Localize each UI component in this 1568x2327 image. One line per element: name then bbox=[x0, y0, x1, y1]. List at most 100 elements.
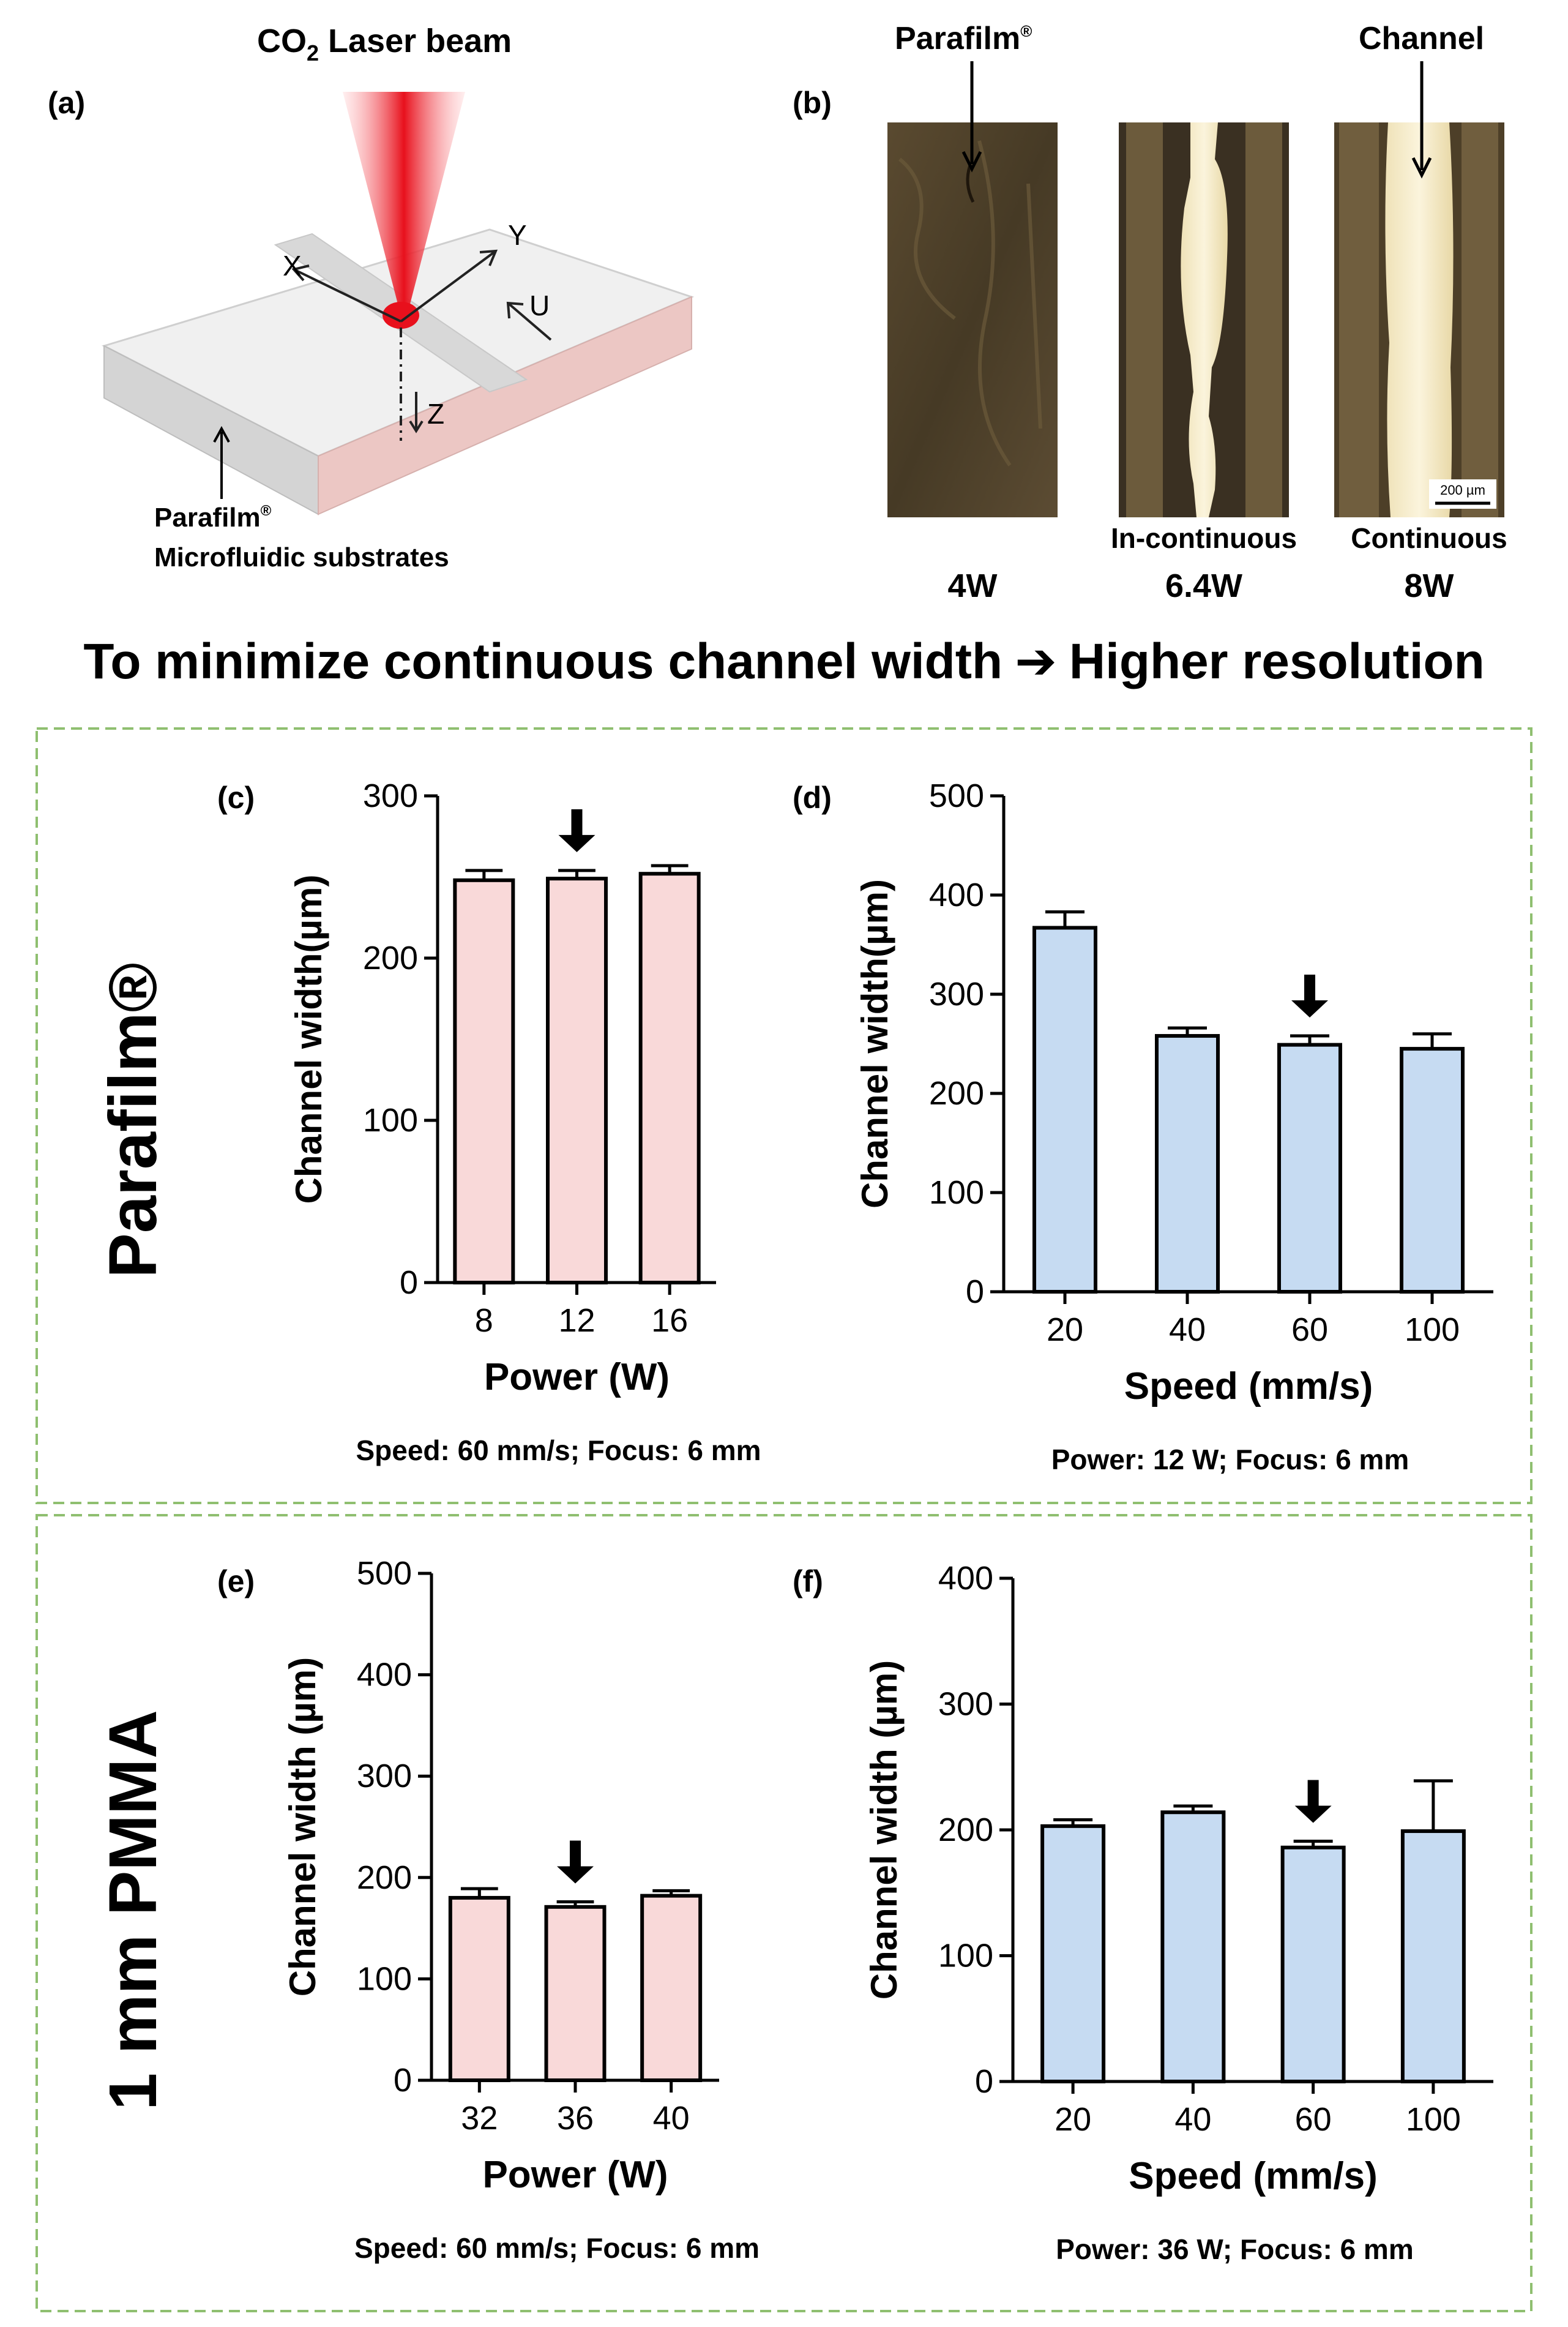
chart-e-x-tick-label: 36 bbox=[557, 2100, 594, 2137]
chart-d-x-tick-label: 60 bbox=[1291, 1311, 1328, 1348]
chart-f-bar bbox=[1040, 1824, 1106, 2083]
micrograph-3-channel bbox=[1385, 122, 1454, 517]
chart-e-x-label: Power (W) bbox=[482, 2154, 668, 2196]
chart-d-x-tick-label: 100 bbox=[1405, 1311, 1460, 1348]
chart-f-selected-arrow bbox=[1294, 1780, 1332, 1823]
headline: To minimize continuous channel width ➔ Hig… bbox=[83, 634, 1484, 689]
micrograph-2-channel bbox=[1181, 122, 1228, 517]
micrograph-3-band-right bbox=[1462, 122, 1498, 517]
chart-e-y-tick-label: 100 bbox=[357, 1960, 412, 1997]
chart-c-caption: Speed: 60 mm/s; Focus: 6 mm bbox=[356, 1434, 761, 1466]
chart-e-y-tick-label: 200 bbox=[357, 1859, 412, 1896]
chart-e-bar bbox=[640, 1894, 703, 2082]
chart-c-x-tick-label: 12 bbox=[558, 1302, 595, 1339]
chart-d-caption: Power: 12 W; Focus: 6 mm bbox=[1051, 1444, 1409, 1475]
chart-c-bar bbox=[453, 878, 515, 1285]
channel-callout: Channel bbox=[1359, 21, 1484, 56]
chart-d-y-tick-label: 200 bbox=[929, 1075, 984, 1112]
micrograph-2-power: 6.4W bbox=[1165, 568, 1242, 604]
row-label-pmma: 1 mm PMMA bbox=[95, 1710, 171, 2110]
laser-focus bbox=[383, 302, 419, 329]
chart-d: (d) 0 100 200 300 400 500 20 40 60 100 Speed (mm/s)… bbox=[793, 778, 1493, 1475]
panel-a-label: (a) bbox=[48, 86, 85, 120]
axis-x-label: X bbox=[283, 250, 302, 282]
axis-arrows bbox=[291, 249, 552, 441]
chart-d-y-tick-label: 300 bbox=[929, 976, 984, 1013]
chart-f-bar bbox=[1400, 1829, 1466, 2083]
headline-arrow: ➔ bbox=[1015, 634, 1057, 689]
chart-f-x-tick-label: 20 bbox=[1055, 2101, 1091, 2138]
chart-d-panel-label: (d) bbox=[793, 781, 832, 815]
substrate-description: Microfluidic substrates bbox=[154, 542, 449, 572]
micrograph-1 bbox=[887, 122, 1058, 517]
chart-e-bar bbox=[448, 1895, 510, 2082]
micrograph-3-band-left bbox=[1339, 122, 1379, 517]
chart-d-bar bbox=[1155, 1034, 1220, 1294]
micrograph-1-crack bbox=[966, 165, 975, 203]
micrograph-3-state: Continuous bbox=[1351, 522, 1507, 554]
chart-c-x-label: Power (W) bbox=[484, 1356, 670, 1398]
chart-f-bar bbox=[1280, 1845, 1346, 2084]
chart-e: (e) 0 100 200 300 400 500 32 36 40 Power (W) Channe… bbox=[217, 1555, 760, 2264]
chart-f-y-label: Channel width (µm) bbox=[864, 1660, 905, 2000]
chart-e-y-tick-label: 300 bbox=[357, 1758, 412, 1794]
chart-d-y-tick-label: 0 bbox=[966, 1273, 984, 1310]
chart-c-bar bbox=[638, 872, 701, 1284]
chart-c-y-tick-label: 0 bbox=[400, 1264, 418, 1301]
chart-c-y-tick-label: 200 bbox=[363, 940, 418, 976]
micrograph-2-band-right bbox=[1245, 122, 1282, 517]
chart-f-y-tick-label: 200 bbox=[938, 1812, 993, 1848]
chart-c-y-tick-label: 100 bbox=[363, 1102, 418, 1139]
chart-e-panel-label: (e) bbox=[217, 1564, 255, 1598]
axis-z-label: Z bbox=[427, 398, 444, 430]
chart-d-y-tick-label: 100 bbox=[929, 1174, 984, 1211]
channel-callout-arrowhead bbox=[1411, 157, 1432, 179]
chart-e-x-tick-label: 40 bbox=[653, 2100, 690, 2137]
chart-d-x-label: Speed (mm/s) bbox=[1124, 1365, 1373, 1407]
chart-f-x-label: Speed (mm/s) bbox=[1129, 2155, 1378, 2197]
chart-c-x-tick-label: 16 bbox=[651, 1302, 688, 1339]
headline-left: To minimize continuous channel width bbox=[83, 634, 1002, 689]
chart-e-y-tick-label: 400 bbox=[357, 1657, 412, 1693]
chart-c-panel-label: (c) bbox=[217, 781, 255, 815]
chart-d-bar bbox=[1400, 1047, 1465, 1294]
laser-title: CO2 Laser beam bbox=[257, 23, 512, 66]
scale-bar-text: 200 µm bbox=[1440, 482, 1485, 498]
chart-d-y-tick-label: 400 bbox=[929, 877, 984, 913]
chart-d-bar bbox=[1032, 926, 1097, 1294]
chart-c-selected-arrow bbox=[558, 809, 595, 852]
chart-d-selected-arrow bbox=[1291, 975, 1328, 1018]
chart-d-x-tick-label: 40 bbox=[1169, 1311, 1206, 1348]
micrograph-1-texture bbox=[898, 140, 1042, 467]
chart-e-bar bbox=[544, 1905, 607, 2082]
chart-c-y-label: Channel width(µm) bbox=[288, 875, 329, 1204]
chart-f-y-tick-label: 100 bbox=[938, 1938, 993, 1974]
substrate-pointer-head bbox=[213, 425, 230, 443]
substrate-name: Parafilm® bbox=[154, 503, 272, 533]
chart-e-x-tick-label: 32 bbox=[461, 2100, 498, 2137]
chart-f-caption: Power: 36 W; Focus: 6 mm bbox=[1056, 2233, 1414, 2265]
micrograph-3-power: 8W bbox=[1405, 568, 1454, 604]
chart-f-y-tick-label: 300 bbox=[938, 1686, 993, 1723]
parafilm-section-box bbox=[35, 727, 1533, 1504]
chart-f-x-tick-label: 40 bbox=[1174, 2101, 1211, 2138]
row-label-parafilm: Parafilm® bbox=[95, 962, 171, 1278]
chart-e-y-label: Channel width (µm) bbox=[282, 1657, 323, 1997]
chart-e-selected-arrow bbox=[557, 1840, 594, 1884]
chart-f-y-tick-label: 0 bbox=[975, 2063, 993, 2100]
chart-f-bar bbox=[1160, 1810, 1226, 2083]
chart-f-x-tick-label: 60 bbox=[1295, 2101, 1332, 2138]
substrate-side bbox=[318, 296, 692, 515]
chart-e-y-tick-label: 0 bbox=[394, 2062, 412, 2099]
chart-f: (f) 0 100 200 300 400 20 40 60 100 Speed (mm/s) Cha… bbox=[793, 1560, 1493, 2265]
panel-b: (b) Parafilm® Channel 200 µm In-continuo… bbox=[793, 21, 1507, 604]
pmma-section-box bbox=[35, 1514, 1533, 2312]
chart-f-y-tick-label: 400 bbox=[938, 1560, 993, 1597]
axis-y-label: Y bbox=[508, 219, 527, 251]
chart-d-x-tick-label: 20 bbox=[1047, 1311, 1083, 1348]
laser-beam bbox=[343, 92, 465, 328]
panel-a: (a) CO2 Laser beam X Y U Z bbox=[48, 23, 695, 572]
parafilm-callout: Parafilm® bbox=[895, 21, 1032, 56]
chart-c-bar bbox=[546, 877, 608, 1284]
